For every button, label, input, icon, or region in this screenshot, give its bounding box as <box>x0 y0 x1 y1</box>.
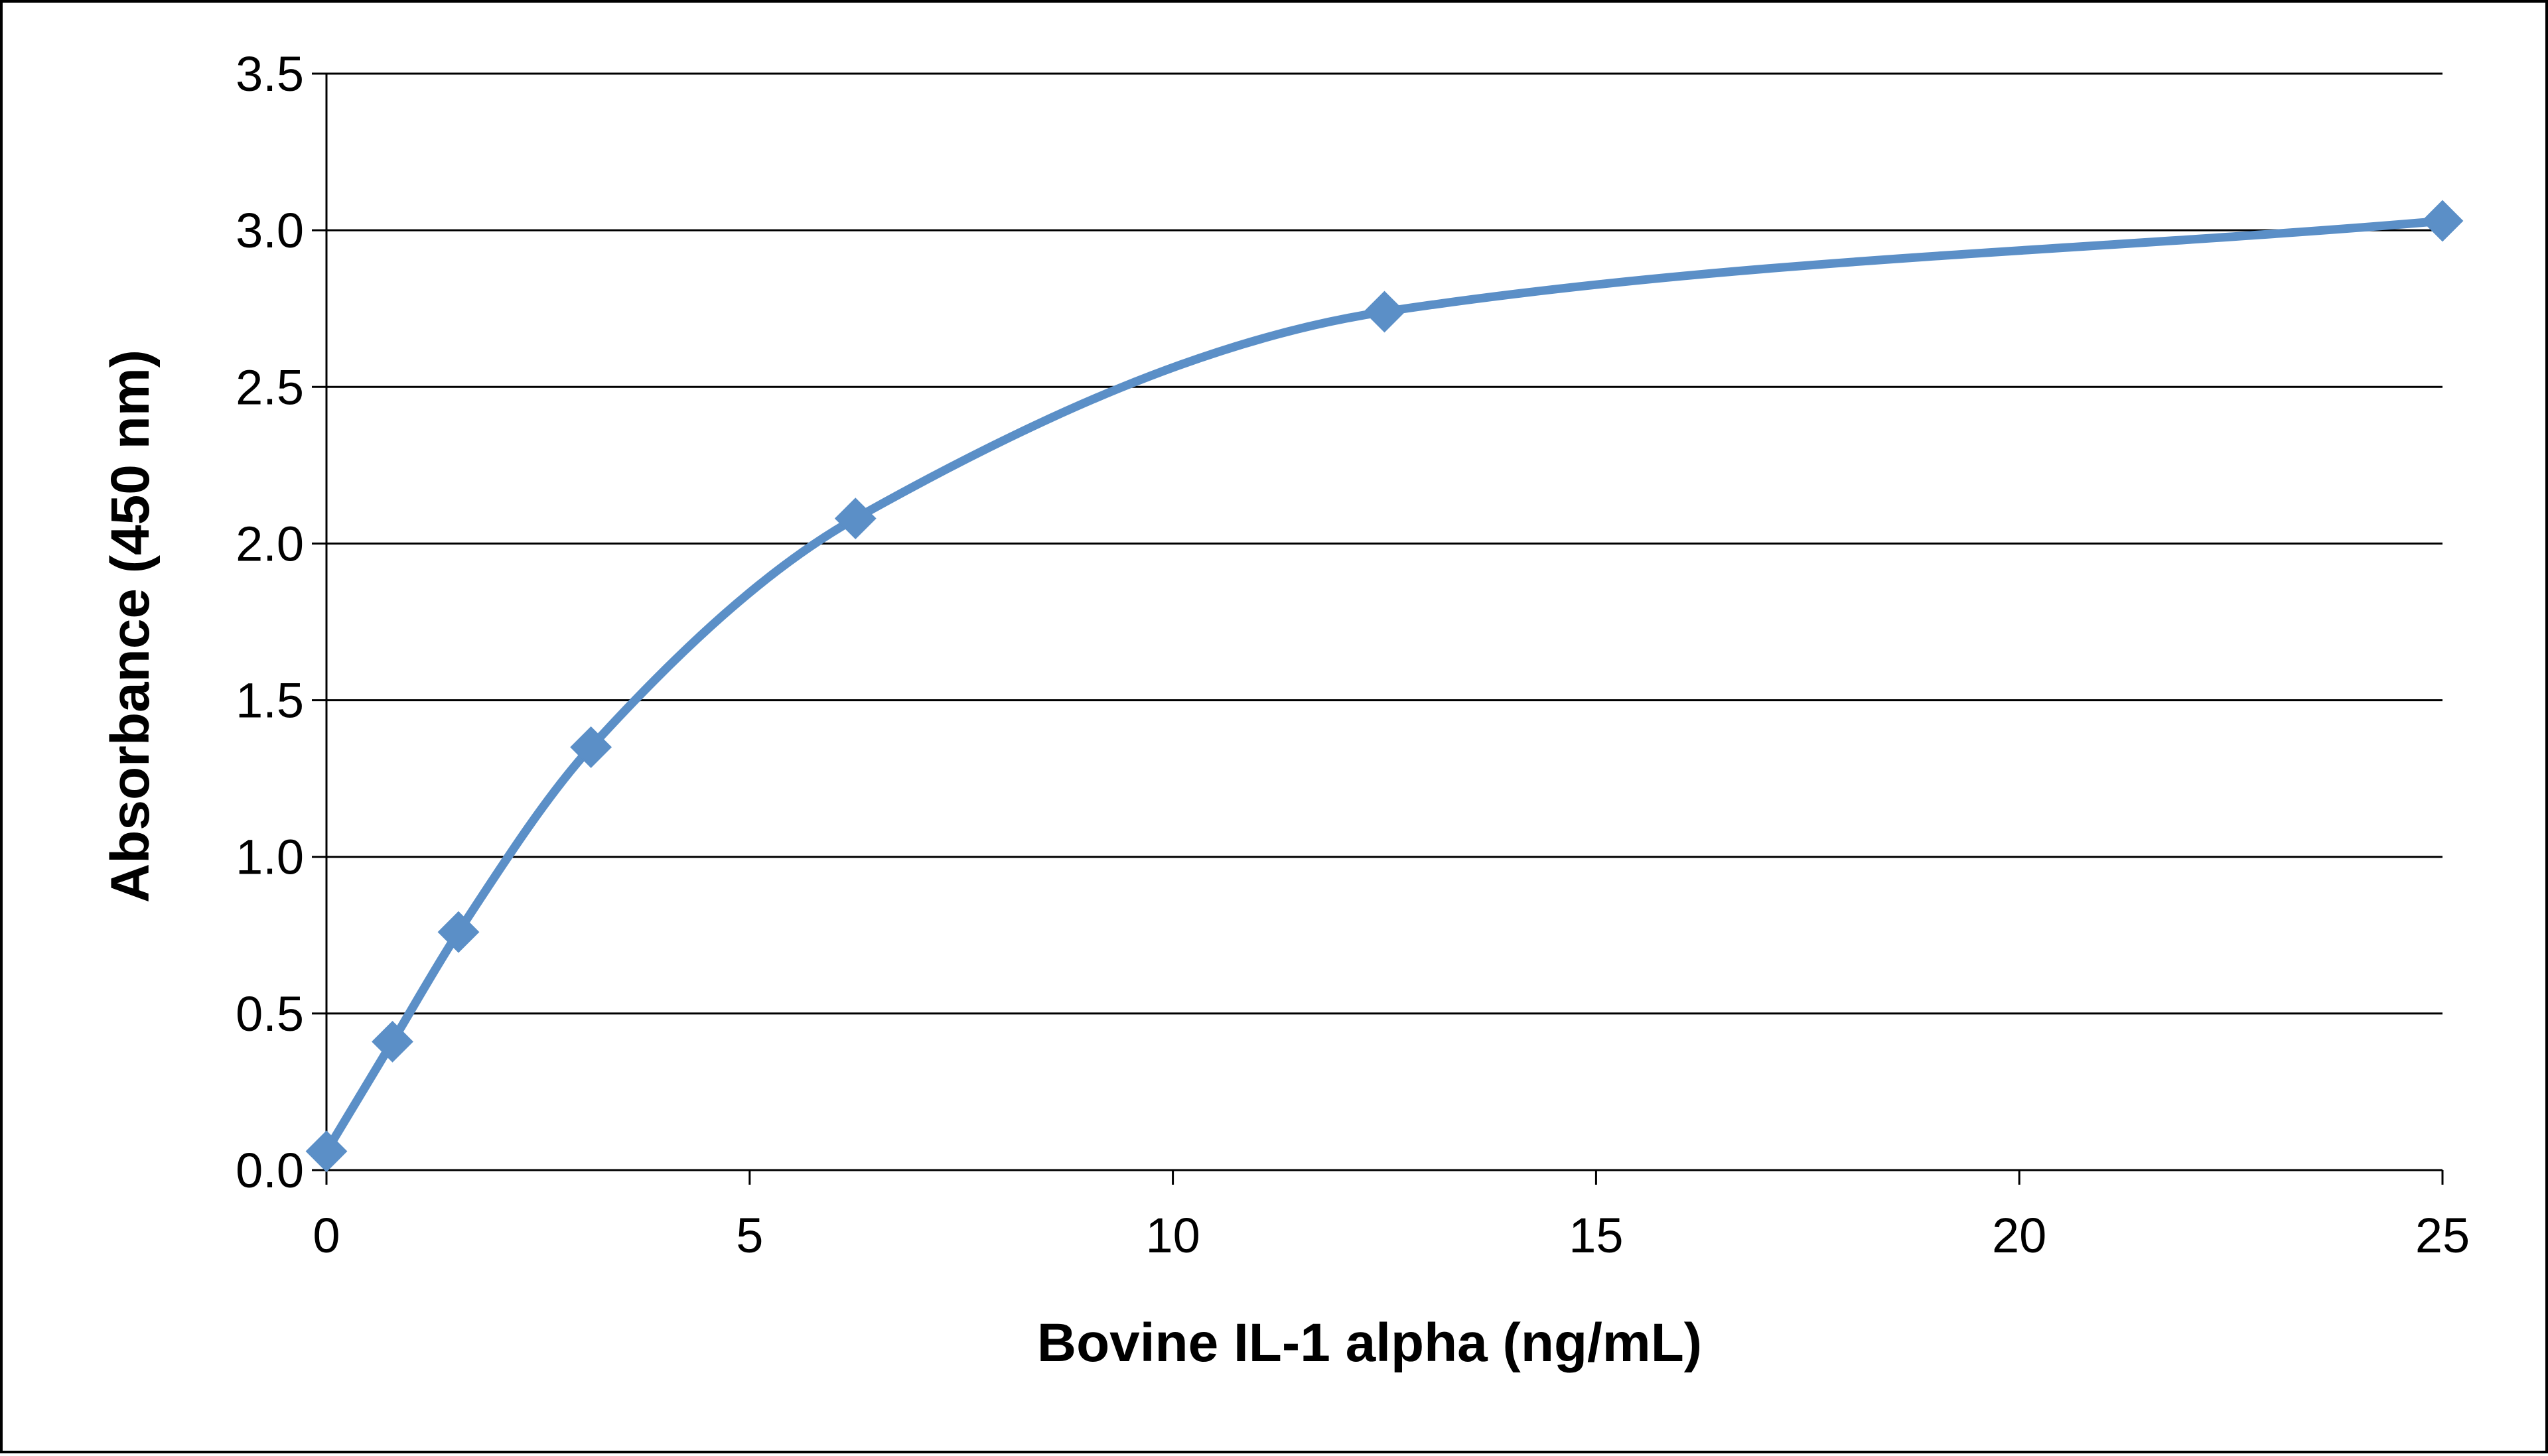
x-tick-label: 0 <box>313 1208 340 1263</box>
data-point-marker <box>305 1130 348 1173</box>
y-tick-label: 3.0 <box>236 203 304 258</box>
data-point-marker <box>437 911 480 953</box>
x-tick-label: 15 <box>1569 1208 1623 1263</box>
x-axis-title: Bovine IL-1 alpha (ng/mL) <box>1037 1313 1702 1373</box>
data-point-marker <box>570 726 612 768</box>
y-axis-title: Absorbance (450 nm) <box>100 350 161 903</box>
tick-labels: 0.0 0.5 1.0 1.5 2.0 2.5 3.0 3.5 0 5 10 15 20 25 <box>236 46 2470 1263</box>
series-layer <box>305 200 2464 1173</box>
series-line <box>322 216 2447 1156</box>
data-point-marker <box>1364 291 1405 333</box>
y-tick-label: 0.0 <box>236 1143 304 1198</box>
data-point-marker <box>834 497 877 540</box>
x-tick-label: 20 <box>1992 1208 2046 1263</box>
y-tick-label: 3.5 <box>236 46 304 101</box>
y-tick-label: 2.5 <box>236 360 304 415</box>
y-tick-label: 1.0 <box>236 830 304 885</box>
x-tick-label: 10 <box>1145 1208 1200 1263</box>
axes <box>312 72 2444 1185</box>
data-point-marker <box>2421 200 2464 242</box>
data-point-marker <box>372 1020 413 1063</box>
y-tick-label: 2.0 <box>236 516 304 571</box>
gridlines <box>326 72 2442 1015</box>
x-tick-label: 5 <box>736 1208 763 1263</box>
y-tick-label: 0.5 <box>236 986 304 1041</box>
y-tick-label: 1.5 <box>236 673 304 728</box>
chart-plot: 0.0 0.5 1.0 1.5 2.0 2.5 3.0 3.5 0 5 10 15 20 25 Bovin… <box>100 46 2470 1373</box>
x-tick-label: 25 <box>2415 1208 2470 1263</box>
